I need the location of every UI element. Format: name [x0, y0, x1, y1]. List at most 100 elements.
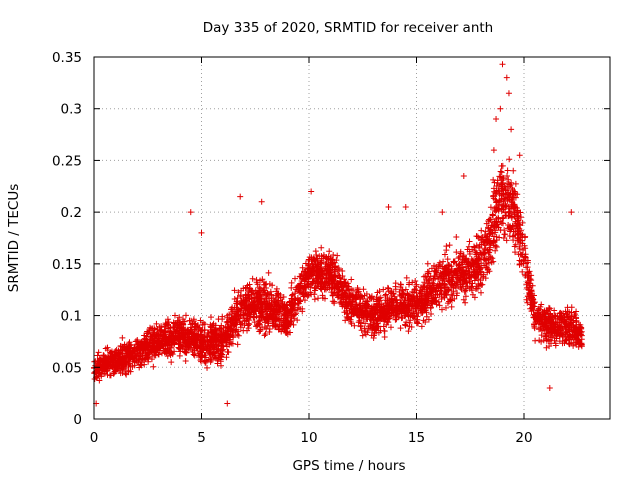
data-point: [238, 299, 245, 306]
data-point: [98, 370, 105, 377]
data-point: [538, 332, 545, 339]
data-point: [514, 231, 521, 238]
data-point: [120, 354, 127, 361]
data-point: [277, 318, 284, 325]
data-point: [220, 342, 227, 349]
data-point: [551, 312, 558, 319]
data-point: [509, 222, 516, 229]
data-point: [279, 305, 286, 312]
data-point: [304, 266, 311, 273]
data-point: [272, 296, 279, 303]
data-point: [283, 301, 290, 308]
data-point: [210, 337, 217, 344]
data-point: [253, 313, 260, 320]
data-point: [335, 292, 342, 299]
data-point: [557, 317, 564, 324]
data-point: [103, 366, 110, 373]
data-point: [440, 258, 447, 265]
data-point: [310, 267, 317, 274]
data-point: [393, 302, 400, 309]
data-point: [240, 296, 247, 303]
data-point: [307, 289, 314, 296]
data-point: [489, 212, 496, 219]
data-point: [253, 290, 260, 297]
data-point: [304, 292, 311, 299]
data-point: [211, 326, 218, 333]
data-point: [311, 256, 318, 263]
data-point: [487, 228, 494, 235]
data-point: [348, 306, 355, 313]
data-point: [493, 116, 500, 123]
data-point: [167, 352, 174, 359]
data-point: [223, 318, 230, 325]
data-point: [448, 303, 455, 310]
data-point: [149, 348, 156, 355]
data-point: [524, 299, 531, 306]
data-point: [546, 384, 553, 391]
data-point: [509, 199, 516, 206]
data-point: [415, 301, 422, 308]
data-point: [288, 279, 295, 286]
data-point: [567, 333, 574, 340]
data-point: [150, 363, 157, 370]
data-point: [266, 328, 273, 335]
data-point: [343, 304, 350, 311]
data-point: [466, 238, 473, 245]
data-point: [518, 251, 525, 258]
data-point: [286, 298, 293, 305]
data-point: [241, 304, 248, 311]
data-point: [139, 341, 146, 348]
data-point: [522, 233, 529, 240]
data-point: [538, 311, 545, 318]
data-point: [315, 295, 322, 302]
data-point: [577, 340, 584, 347]
data-point: [559, 331, 566, 338]
data-point: [299, 290, 306, 297]
data-point: [442, 304, 449, 311]
data-point: [359, 332, 366, 339]
data-point: [447, 297, 454, 304]
data-point: [507, 182, 514, 189]
data-point: [231, 326, 238, 333]
data-point: [238, 305, 245, 312]
data-point: [188, 333, 195, 340]
data-point: [469, 246, 476, 253]
data-point: [577, 331, 584, 338]
data-point: [302, 276, 309, 283]
data-point: [519, 237, 526, 244]
data-point: [477, 269, 484, 276]
data-point: [549, 314, 556, 321]
data-point: [315, 258, 322, 265]
data-point: [455, 255, 462, 262]
data-point: [214, 329, 221, 336]
data-point: [483, 220, 490, 227]
data-point: [183, 346, 190, 353]
data-point: [313, 277, 320, 284]
data-point: [504, 173, 511, 180]
data-point: [190, 316, 197, 323]
data-point: [378, 312, 385, 319]
data-point: [180, 336, 187, 343]
data-point: [272, 307, 279, 314]
data-point: [288, 313, 295, 320]
data-point: [263, 311, 270, 318]
data-point: [238, 287, 245, 294]
data-point: [161, 340, 168, 347]
data-point: [509, 185, 516, 192]
data-point: [225, 325, 232, 332]
data-point: [285, 318, 292, 325]
data-point: [334, 283, 341, 290]
data-point: [260, 313, 267, 320]
data-point: [448, 265, 455, 272]
data-point: [327, 255, 334, 262]
data-point: [274, 315, 281, 322]
data-point: [410, 314, 417, 321]
data-point: [224, 400, 231, 407]
data-point: [537, 303, 544, 310]
data-point: [107, 352, 114, 359]
data-point: [250, 314, 257, 321]
data-point: [408, 296, 415, 303]
data-point: [135, 342, 142, 349]
data-point: [312, 262, 319, 269]
data-point: [566, 341, 573, 348]
